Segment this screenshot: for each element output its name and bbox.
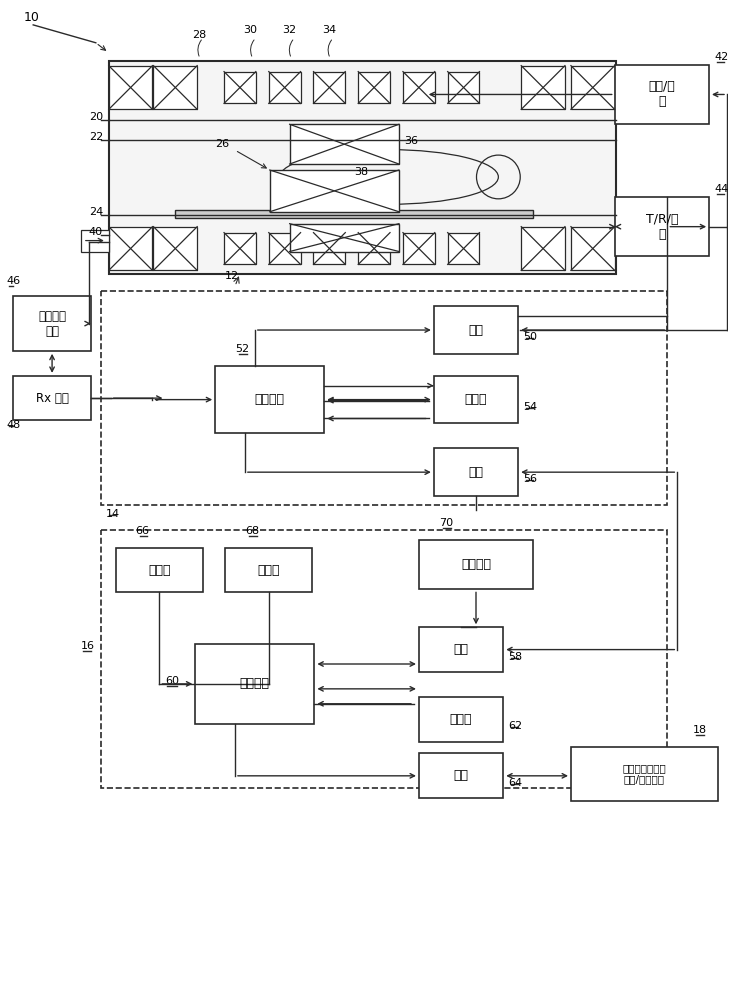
Text: 44: 44 (714, 184, 728, 194)
Text: 10: 10 (23, 11, 39, 24)
Text: 18: 18 (693, 725, 708, 735)
Text: 64: 64 (508, 778, 523, 788)
Text: 24: 24 (89, 207, 103, 217)
Text: 30: 30 (243, 25, 257, 35)
Bar (175, 210, 533, 218)
Text: 12: 12 (225, 271, 239, 281)
Bar (289, 224, 399, 252)
Bar (314, 233, 345, 264)
Bar (571, 66, 615, 109)
Text: 42: 42 (714, 52, 728, 62)
Bar (521, 227, 565, 270)
Text: 70: 70 (439, 518, 452, 528)
Text: 36: 36 (404, 136, 418, 146)
Text: 控制电路: 控制电路 (240, 677, 270, 690)
Bar (81, 230, 109, 252)
Text: 20: 20 (89, 112, 103, 122)
Bar (101, 530, 667, 788)
Text: 48: 48 (7, 420, 20, 430)
Text: 26: 26 (215, 139, 230, 149)
Text: 52: 52 (235, 344, 249, 354)
Bar (615, 197, 709, 256)
Bar (419, 627, 504, 672)
Bar (433, 376, 518, 423)
Bar (225, 548, 312, 592)
Text: 34: 34 (322, 25, 336, 35)
Text: 60: 60 (165, 676, 179, 686)
Bar (269, 233, 300, 264)
Bar (447, 233, 480, 264)
Text: 用户接口: 用户接口 (461, 558, 491, 571)
Bar (215, 366, 325, 433)
Bar (571, 747, 718, 801)
Bar (109, 61, 616, 274)
Text: 68: 68 (245, 526, 259, 536)
Bar (101, 291, 667, 505)
Text: 打印机: 打印机 (148, 564, 170, 577)
Bar (615, 65, 709, 124)
Bar (521, 66, 565, 109)
Text: 22: 22 (89, 132, 103, 142)
Bar (224, 233, 256, 264)
Bar (154, 227, 197, 270)
Text: 接口: 接口 (454, 643, 469, 656)
Bar (224, 72, 256, 103)
Text: 38: 38 (355, 167, 368, 177)
Bar (419, 697, 504, 742)
Text: 控制电路: 控制电路 (255, 393, 285, 406)
Text: 图片存档和通信
系统/远程放射: 图片存档和通信 系统/远程放射 (623, 763, 667, 785)
Text: 62: 62 (508, 721, 523, 731)
Text: 40: 40 (89, 227, 103, 237)
Bar (433, 306, 518, 354)
Text: 28: 28 (192, 30, 206, 40)
Text: 56: 56 (523, 474, 537, 484)
Bar (195, 644, 314, 724)
Text: 14: 14 (106, 509, 120, 519)
Text: 54: 54 (523, 402, 537, 412)
Bar (13, 296, 91, 351)
Bar (154, 66, 197, 109)
Bar (13, 376, 91, 420)
Bar (314, 72, 345, 103)
Text: T/R/放
大: T/R/放 大 (645, 213, 678, 241)
Bar (419, 753, 504, 798)
Bar (115, 548, 203, 592)
Bar (433, 448, 518, 496)
Text: 接口: 接口 (469, 324, 483, 337)
Bar (571, 227, 615, 270)
Bar (358, 72, 390, 103)
Bar (270, 170, 399, 212)
Bar (289, 124, 399, 164)
Text: 放大/控
制: 放大/控 制 (648, 80, 675, 108)
Bar (109, 227, 153, 270)
Text: 66: 66 (135, 526, 150, 536)
Text: 监视器: 监视器 (257, 564, 280, 577)
Text: 46: 46 (7, 276, 20, 286)
Bar (419, 540, 533, 589)
Bar (403, 233, 435, 264)
Text: 50: 50 (523, 332, 537, 342)
Bar (358, 233, 390, 264)
Bar (403, 72, 435, 103)
Text: 58: 58 (508, 652, 523, 662)
Text: 32: 32 (283, 25, 297, 35)
Text: 接收阵列
开关: 接收阵列 开关 (38, 310, 66, 338)
Text: 存储器: 存储器 (465, 393, 488, 406)
Text: 16: 16 (81, 641, 95, 651)
Bar (269, 72, 300, 103)
Text: 接口: 接口 (454, 769, 469, 782)
Text: 接口: 接口 (469, 466, 483, 479)
Text: Rx 电路: Rx 电路 (36, 392, 69, 405)
Bar (447, 72, 480, 103)
Text: 存储器: 存储器 (450, 713, 472, 726)
Bar (109, 66, 153, 109)
